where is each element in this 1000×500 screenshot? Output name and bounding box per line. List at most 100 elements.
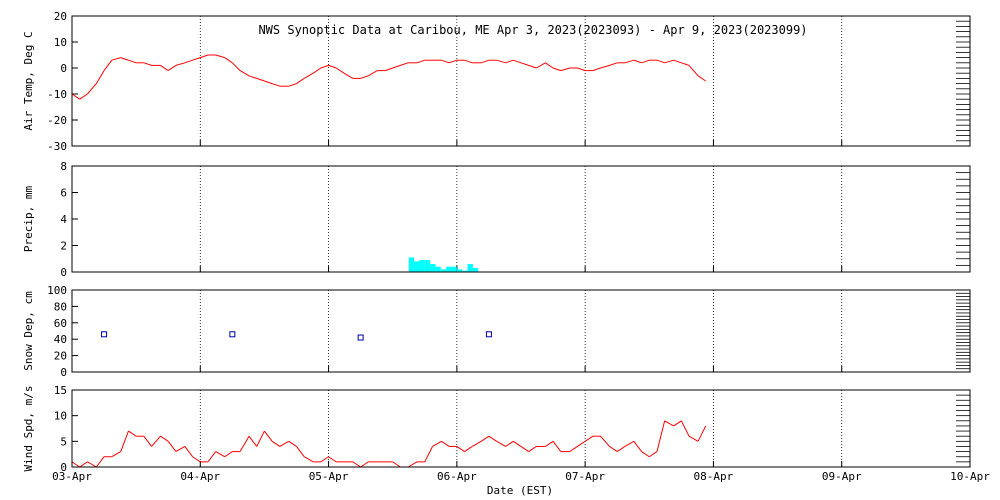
series-segment	[175, 446, 186, 453]
y-tick-label: -30	[47, 140, 67, 153]
series-segment	[128, 430, 137, 437]
series-segment	[600, 64, 610, 69]
snow-depth-point	[101, 331, 108, 338]
series-segment	[160, 435, 169, 442]
y-axis-label: Wind Spd, m/s	[22, 385, 35, 471]
series-segment	[207, 451, 217, 463]
series-segment	[184, 446, 193, 458]
series-segment	[480, 435, 490, 442]
x-tick-label: 07-Apr	[565, 470, 605, 483]
series-segment	[224, 451, 233, 458]
y-tick-label: 0	[60, 461, 67, 474]
series-segment	[256, 430, 265, 447]
x-tick-label: 03-Apr	[52, 470, 92, 483]
series-segment	[680, 420, 690, 437]
series-segment	[160, 64, 169, 72]
series-segment	[392, 64, 401, 69]
series-segment	[496, 59, 506, 64]
series-segment	[248, 75, 257, 79]
series-segment	[239, 435, 250, 452]
series-segment	[239, 70, 250, 77]
x-tick-label: 06-Apr	[437, 470, 477, 483]
series-segment	[577, 440, 586, 447]
series-segment	[624, 440, 635, 447]
panel-snow-depth: 0 20 40 60 80 100 Snow Dep, cm	[22, 284, 971, 379]
panel-precip: 0 2 4 6 8 Precip, mm	[22, 160, 971, 279]
y-tick-label: 10	[54, 36, 67, 49]
y-tick-label: 60	[54, 317, 67, 330]
series-segment	[320, 64, 329, 69]
series-segment	[688, 65, 699, 77]
y-tick-label: -10	[47, 88, 67, 101]
panel-frame	[71, 389, 971, 468]
series-segment	[656, 420, 666, 452]
series-segment	[456, 446, 465, 453]
series-segment	[384, 67, 393, 72]
series-segment	[120, 57, 129, 61]
precip-bar	[424, 260, 431, 272]
y-tick-label: 6	[60, 187, 67, 200]
series-segment	[656, 59, 665, 64]
series-segment	[464, 446, 473, 453]
series-segment	[215, 54, 225, 59]
y-tick-label: 8	[60, 160, 67, 173]
series-segment	[71, 461, 80, 468]
series-segment	[528, 446, 537, 453]
series-segment	[513, 440, 522, 447]
precip-bar	[435, 266, 441, 272]
y-axis-label: Precip, mm	[22, 186, 35, 253]
precip-bar	[408, 257, 415, 272]
precip-bar	[430, 264, 436, 272]
y-axis-label: Snow Dep, cm	[22, 291, 35, 371]
y-tick-label: 20	[54, 350, 67, 363]
series-segment	[513, 59, 522, 64]
series-segment	[432, 440, 442, 447]
series-segment	[320, 456, 329, 463]
series-segment	[71, 93, 80, 100]
series-segment	[441, 59, 450, 64]
series-segment	[103, 59, 113, 71]
series-segment	[87, 83, 97, 95]
panel-frame	[71, 165, 971, 273]
series-segment	[343, 72, 354, 79]
series-segment	[416, 59, 425, 64]
series-segment	[224, 57, 233, 64]
panel-air-temp: -30 -20 -10 0 10 20 Air Temp, Deg C	[22, 10, 971, 153]
y-tick-label: -20	[47, 114, 67, 127]
x-tick-label: 08-Apr	[694, 470, 734, 483]
precip-bar	[467, 264, 473, 272]
series-segment	[448, 59, 458, 64]
series-segment	[697, 75, 707, 82]
series-segment	[584, 435, 594, 442]
series-segment	[279, 440, 290, 447]
series-segment	[496, 440, 506, 447]
series-segment	[303, 72, 314, 79]
y-tick-label: 100	[47, 284, 67, 297]
precip-bar	[419, 260, 425, 272]
series-segment	[472, 440, 482, 447]
series-segment	[441, 440, 450, 447]
series-segment	[111, 57, 121, 61]
y-tick-label: 40	[54, 333, 67, 346]
x-tick-label: 04-Apr	[180, 470, 220, 483]
series-segment	[296, 77, 305, 85]
series-segment	[175, 62, 186, 66]
series-segment	[79, 93, 88, 100]
chart-title: NWS Synoptic Data at Caribou, ME Apr 3, …	[258, 23, 807, 37]
series-segment	[481, 59, 490, 64]
series-segment	[143, 435, 152, 447]
series-segment	[200, 54, 209, 59]
series-segment	[151, 435, 161, 447]
series-segment	[111, 451, 121, 458]
series-segment	[87, 461, 97, 468]
precip-bar	[472, 268, 479, 272]
series-segment	[609, 62, 618, 66]
precip-bar	[414, 261, 420, 272]
snow-depth-point	[485, 331, 492, 338]
y-tick-label: 15	[54, 384, 67, 397]
series-segment	[368, 70, 378, 77]
series-segment	[128, 59, 137, 64]
precip-bar	[462, 270, 468, 272]
y-tick-label: 0	[60, 366, 67, 379]
series-segment	[192, 456, 201, 463]
